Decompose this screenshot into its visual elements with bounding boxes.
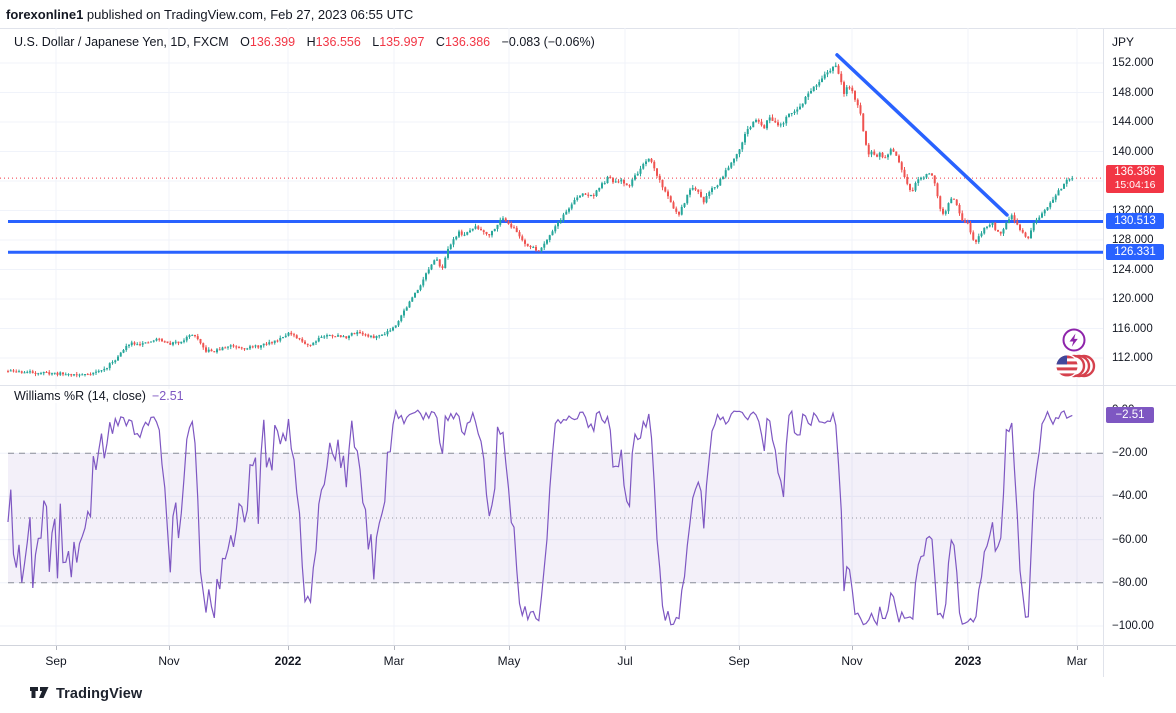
price-tick-label: 124.000 [1112,263,1154,276]
candlestick-series [7,62,1074,378]
time-tick-mark [968,646,969,650]
chart-canvas[interactable] [0,28,1103,645]
indicator-tick-label: −60.00 [1112,533,1148,546]
time-tick-mark [288,646,289,650]
open-label: O [240,35,250,49]
symbol-legend[interactable]: U.S. Dollar / Japanese Yen, 1D, FXCM O13… [14,35,595,49]
time-tick-label[interactable]: Nov [158,654,180,668]
time-tick-label[interactable]: Nov [841,654,863,668]
tradingview-logo-icon [30,686,49,698]
indicator-title: Williams %R (14, close) [14,389,146,403]
publisher-username: forexonline1 [6,7,84,22]
time-tick-mark [1077,646,1078,650]
last-price-value: 136.386 [1114,166,1156,179]
time-tick-label[interactable]: May [497,654,521,668]
level-price-badge: 130.513 [1106,213,1164,230]
close-label: C [435,35,445,49]
indicator-legend[interactable]: Williams %R (14, close) −2.51 [14,389,188,403]
price-axis-border [1103,28,1104,677]
time-tick-label[interactable]: 2022 [274,654,302,668]
time-tick-mark [169,646,170,650]
high-value: 136.556 [315,35,361,49]
tradingview-attribution[interactable]: TradingView [30,686,142,702]
change-value: −0.083 (−0.06%) [501,35,595,49]
price-tick-label: 128.000 [1112,234,1154,246]
time-tick-label[interactable]: Mar [1066,654,1088,668]
time-tick-label[interactable]: Jul [617,654,633,668]
price-tick-label: 120.000 [1112,293,1154,305]
level-price-badge: 126.331 [1106,244,1164,261]
indicator-lightning-icon [1062,328,1086,352]
price-tick-label: 116.000 [1112,322,1153,335]
time-tick-mark [739,646,740,650]
price-tick-label: 112.000 [1112,352,1153,364]
usdjpy-pair-icon [1055,354,1096,378]
time-tick-mark [394,646,395,650]
indicator-value-badge: −2.51 [1106,407,1154,424]
pane-separator[interactable] [0,385,1176,386]
price-axis-unit: JPY [1112,35,1135,49]
indicator-tick-label: −100.00 [1112,620,1154,632]
williams-r-line [7,408,1073,627]
price-tick-label: 148.000 [1112,86,1154,99]
indicator-value: −2.51 [151,389,184,403]
time-tick-label[interactable]: Sep [728,654,750,668]
tradingview-logo-text: TradingView [56,686,143,702]
time-tick-label[interactable]: 2023 [954,654,982,668]
chart-top-border [0,28,1176,29]
indicator-tick-label: −40.00 [1112,490,1148,503]
time-tick-mark [509,646,510,650]
symbol-title: U.S. Dollar / Japanese Yen, 1D, FXCM [14,35,229,49]
time-tick-label[interactable]: Sep [45,654,67,668]
low-value: 135.997 [379,35,425,49]
last-price-badge: 136.386 15:04:16 [1106,165,1164,194]
time-axis-border [0,645,1176,646]
time-tick-mark [56,646,57,650]
low-label: L [372,35,380,49]
symbol-icons [1050,326,1104,389]
close-value: 136.386 [444,35,491,49]
descending-trendline[interactable] [835,53,1009,217]
indicator-tick-label: −20.00 [1112,447,1148,460]
price-tick-label: 140.000 [1112,145,1154,158]
open-value: 136.399 [249,35,296,49]
price-tick-label: 152.000 [1112,57,1154,69]
high-label: H [306,35,316,49]
bar-countdown: 15:04:16 [1114,179,1156,192]
time-tick-label[interactable]: Mar [383,654,405,668]
indicator-tick-label: −80.00 [1112,576,1148,589]
time-tick-mark [625,646,626,650]
publish-header: forexonline1 published on TradingView.co… [6,7,413,22]
publish-info-text: published on TradingView.com, Feb 27, 20… [83,7,414,22]
time-tick-mark [852,646,853,650]
price-tick-label: 144.000 [1112,116,1154,128]
